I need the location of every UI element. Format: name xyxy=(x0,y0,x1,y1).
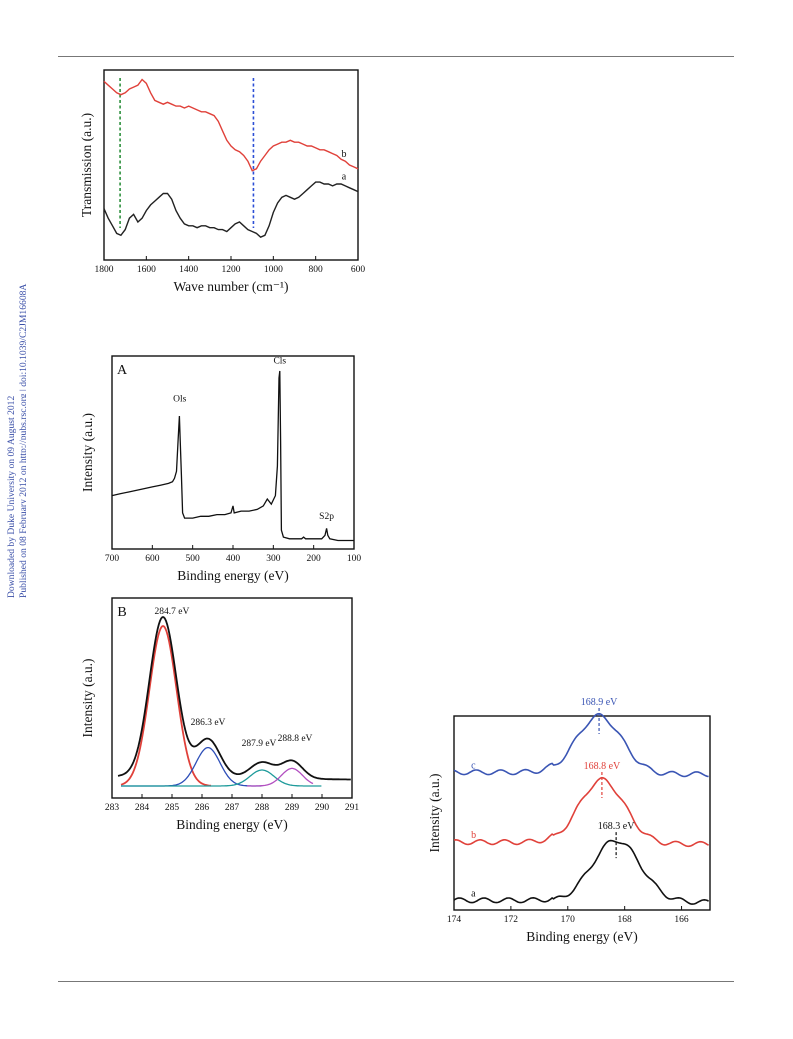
c1s-peak-label: 284.7 eV xyxy=(155,607,190,617)
ftir-series-label-a: a xyxy=(342,172,347,183)
c1s-tick-label: 290 xyxy=(315,803,330,813)
s2p-chart: 174 172 170 168 166 c 168.9 eV b 168.8 eV a 168.3 … xyxy=(416,697,726,952)
top-rule xyxy=(58,56,734,57)
c1s-tick-label: 287 xyxy=(225,803,240,813)
survey-tick-label: 500 xyxy=(186,554,201,564)
s2p-peak-label: 168.8 eV xyxy=(584,761,621,772)
survey-tick-label: 600 xyxy=(145,554,160,564)
s2p-series-label-a: a xyxy=(471,888,476,899)
s2p-tick-label: 170 xyxy=(561,915,576,925)
c1s-tick-label: 288 xyxy=(255,803,270,813)
survey-tick-label: 300 xyxy=(266,554,281,564)
ftir-tick-label: 1800 xyxy=(95,265,114,275)
s2p-svg: 174 172 170 168 166 c 168.9 eV b 168.8 eV a 168.3 … xyxy=(427,697,711,944)
c1s-y-axis-label: Intensity (a.u.) xyxy=(80,658,95,737)
survey-panel-label: A xyxy=(117,363,128,378)
ftir-tick-label: 600 xyxy=(351,265,366,275)
side-note-line1: Downloaded by Duke University on 09 Augu… xyxy=(6,396,17,598)
s2p-series-b xyxy=(453,776,709,848)
survey-peak-label: Cls xyxy=(273,357,286,367)
xps-survey-svg: 700 600 500 400 300 200 100 A Ols Cls S2p Binding e… xyxy=(80,355,362,583)
survey-spectrum xyxy=(111,370,354,542)
s2p-frame xyxy=(453,715,711,911)
ftir-series-b xyxy=(103,78,359,172)
c1s-peak-label: 287.9 eV xyxy=(242,739,277,749)
c1s-chart: 283 284 285 286 287 288 289 290 291 B 284.7 eV 286.… xyxy=(70,593,370,838)
c1s-fit-peak xyxy=(247,767,314,787)
c1s-fit-peak xyxy=(121,769,322,787)
survey-peak-label: Ols xyxy=(173,395,187,405)
s2p-tick-label: 166 xyxy=(674,915,689,925)
ftir-tick-label: 800 xyxy=(309,265,324,275)
c1s-tick-label: 286 xyxy=(195,803,210,813)
c1s-svg: 283 284 285 286 287 288 289 290 291 B 284.7 eV 286.… xyxy=(80,597,360,832)
c1s-tick-label: 291 xyxy=(345,803,360,813)
ftir-series-a xyxy=(103,181,359,239)
xps-survey-chart: 700 600 500 400 300 200 100 A Ols Cls S2p Binding e… xyxy=(70,352,370,590)
survey-tick-label: 200 xyxy=(307,554,322,564)
c1s-tick-label: 289 xyxy=(285,803,300,813)
c1s-tick-label: 284 xyxy=(135,803,150,813)
ftir-tick-label: 1000 xyxy=(264,265,283,275)
s2p-series-label-c: c xyxy=(471,760,476,771)
c1s-envelope xyxy=(117,616,351,781)
ftir-chart-svg: 1800 1600 1400 1200 1000 800 600 b a Wave number … xyxy=(79,69,366,294)
survey-peak-label: S2p xyxy=(319,512,334,522)
s2p-tick-label: 172 xyxy=(504,915,519,925)
ftir-tick-label: 1600 xyxy=(137,265,156,275)
ftir-tick-label: 1400 xyxy=(179,265,198,275)
side-download-note: Downloaded by Duke University on 09 Augu… xyxy=(2,258,26,598)
c1s-fit-peak xyxy=(120,624,212,787)
s2p-peak-label: 168.3 eV xyxy=(598,821,635,832)
survey-tick-label: 400 xyxy=(226,554,241,564)
side-note-line2: Published on 08 February 2012 on http://… xyxy=(18,284,26,598)
ftir-x-axis-label: Wave number (cm⁻¹) xyxy=(173,279,288,294)
survey-y-axis-label: Intensity (a.u.) xyxy=(80,413,95,492)
s2p-series-c xyxy=(453,712,709,778)
ftir-y-axis-label: Transmission (a.u.) xyxy=(79,113,94,217)
survey-x-axis-label: Binding energy (eV) xyxy=(177,568,288,583)
c1s-panel-label: B xyxy=(117,605,126,620)
survey-tick-label: 700 xyxy=(105,554,120,564)
s2p-peak-label: 168.9 eV xyxy=(581,697,618,708)
ftir-tick-label: 1200 xyxy=(222,265,241,275)
c1s-peak-label: 286.3 eV xyxy=(191,718,226,728)
survey-frame xyxy=(111,355,355,550)
c1s-x-axis-label: Binding energy (eV) xyxy=(176,817,287,832)
c1s-peak-label: 288.8 eV xyxy=(278,734,313,744)
s2p-tick-label: 174 xyxy=(447,915,462,925)
ftir-chart: 1800 1600 1400 1200 1000 800 600 b a Wave number … xyxy=(70,66,370,306)
s2p-x-axis-label: Binding energy (eV) xyxy=(526,929,637,944)
c1s-tick-label: 283 xyxy=(105,803,120,813)
s2p-tick-label: 168 xyxy=(618,915,633,925)
s2p-series-a xyxy=(453,839,709,905)
ftir-series-label-b: b xyxy=(342,149,347,160)
s2p-y-axis-label: Intensity (a.u.) xyxy=(427,773,442,852)
ftir-frame xyxy=(103,69,359,261)
bottom-rule xyxy=(58,981,734,982)
s2p-series-label-b: b xyxy=(471,830,476,841)
c1s-tick-label: 285 xyxy=(165,803,180,813)
survey-tick-label: 100 xyxy=(347,554,362,564)
